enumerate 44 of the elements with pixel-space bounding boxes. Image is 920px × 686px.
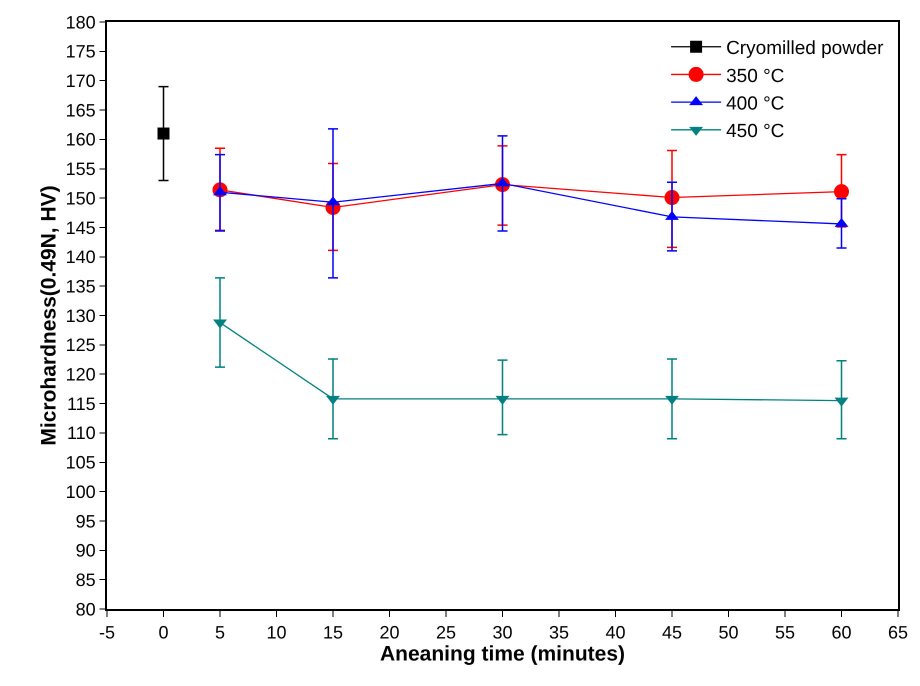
x-axis-title: Aneaning time (minutes) <box>380 642 626 666</box>
y-tick-label: 150 <box>66 188 96 208</box>
x-tick-label: 50 <box>718 622 739 642</box>
y-tick-label: 95 <box>76 511 96 532</box>
x-tick-label: 15 <box>322 622 344 642</box>
point <box>158 128 170 140</box>
x-tick-label: 30 <box>492 622 513 642</box>
legend-label: 450 °C <box>726 121 784 142</box>
y-tick-label: 135 <box>66 276 96 296</box>
y-tick-label: 130 <box>66 306 96 326</box>
y-tick-label: 165 <box>66 100 96 120</box>
y-tick-label: 125 <box>66 335 96 356</box>
x-tick-label: 10 <box>266 622 287 642</box>
y-tick-label: 90 <box>76 540 96 561</box>
y-tick-label: 105 <box>66 452 96 473</box>
y-tick-label: 170 <box>66 71 96 91</box>
y-tick-label: 140 <box>66 247 96 268</box>
x-tick-label: 65 <box>888 622 908 642</box>
y-axis-title: Microhardness(0.49N, HV) <box>37 185 60 446</box>
x-tick-label: 35 <box>548 622 570 642</box>
x-tick-label: 20 <box>379 622 400 642</box>
y-tick-label: 180 <box>66 12 96 32</box>
legend-label: 400 °C <box>726 94 784 115</box>
x-tick-label: 25 <box>436 622 456 642</box>
x-tick-label: 40 <box>605 622 626 642</box>
x-tick-label: 45 <box>662 622 682 642</box>
y-tick-label: 110 <box>66 423 96 444</box>
x-tick-label: 5 <box>214 622 226 642</box>
y-tick-label: 160 <box>66 130 96 150</box>
x-tick-label: 60 <box>831 622 852 642</box>
legend-label: Cryomilled powder <box>726 38 884 60</box>
y-tick-label: 100 <box>66 482 96 502</box>
y-tick-label: 85 <box>76 570 96 590</box>
y-tick-label: 115 <box>66 394 96 414</box>
y-tick-label: 145 <box>66 218 96 238</box>
legend-label: 350 °C <box>726 66 784 87</box>
y-tick-label: 175 <box>66 42 96 62</box>
x-tick-label: 0 <box>158 622 169 642</box>
x-tick-label: -5 <box>98 622 116 642</box>
point <box>834 184 849 200</box>
y-tick-label: 80 <box>76 599 96 620</box>
x-tick-label: 55 <box>774 622 796 642</box>
y-tick-label: 155 <box>66 159 96 180</box>
y-tick-label: 120 <box>66 364 96 384</box>
